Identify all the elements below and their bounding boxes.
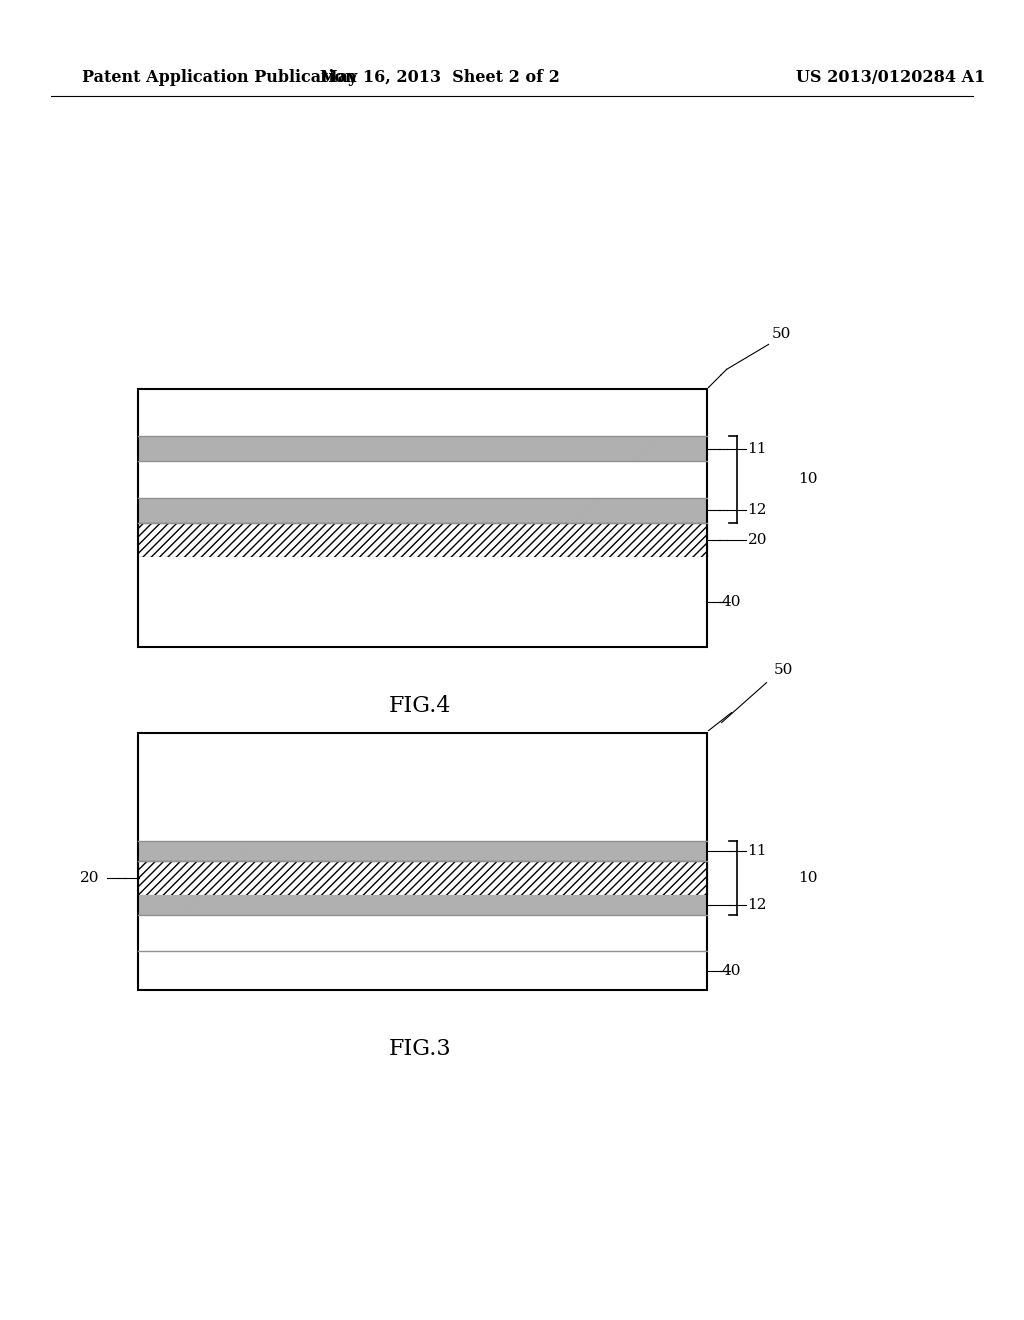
Bar bbox=[138, 733, 707, 841]
Text: 20: 20 bbox=[80, 871, 99, 884]
Text: 10: 10 bbox=[799, 473, 818, 487]
Text: US 2013/0120284 A1: US 2013/0120284 A1 bbox=[797, 70, 985, 86]
Text: 12: 12 bbox=[748, 503, 767, 517]
Bar bbox=[138, 389, 707, 436]
Bar bbox=[138, 389, 707, 647]
Bar bbox=[138, 841, 707, 862]
Bar bbox=[138, 862, 707, 895]
Text: 50: 50 bbox=[771, 327, 791, 342]
Bar bbox=[138, 895, 707, 915]
Bar bbox=[138, 462, 707, 498]
Text: 10: 10 bbox=[799, 871, 818, 884]
Text: Patent Application Publication: Patent Application Publication bbox=[82, 70, 356, 86]
Bar bbox=[138, 436, 707, 462]
Text: 12: 12 bbox=[748, 898, 767, 912]
Text: 11: 11 bbox=[748, 442, 767, 455]
Bar bbox=[138, 557, 707, 647]
Text: FIG.3: FIG.3 bbox=[388, 1039, 452, 1060]
Bar bbox=[138, 733, 707, 990]
Text: FIG.4: FIG.4 bbox=[388, 696, 452, 717]
Text: 40: 40 bbox=[722, 595, 741, 609]
Bar bbox=[138, 498, 707, 523]
Bar bbox=[138, 523, 707, 557]
Text: 11: 11 bbox=[748, 843, 767, 858]
Text: 20: 20 bbox=[748, 533, 767, 546]
Text: 40: 40 bbox=[722, 964, 741, 978]
Bar bbox=[138, 915, 707, 990]
Text: May 16, 2013  Sheet 2 of 2: May 16, 2013 Sheet 2 of 2 bbox=[321, 70, 560, 86]
Text: 50: 50 bbox=[773, 663, 793, 677]
